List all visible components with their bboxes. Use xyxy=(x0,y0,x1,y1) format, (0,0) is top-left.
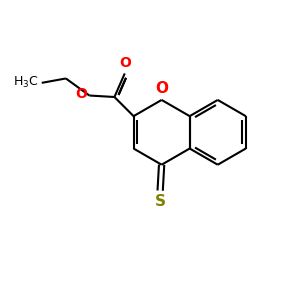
Text: O: O xyxy=(119,56,131,70)
Text: O: O xyxy=(75,87,87,101)
Text: O: O xyxy=(156,81,169,96)
Text: S: S xyxy=(155,194,166,209)
Text: H$_3$C: H$_3$C xyxy=(13,75,38,90)
